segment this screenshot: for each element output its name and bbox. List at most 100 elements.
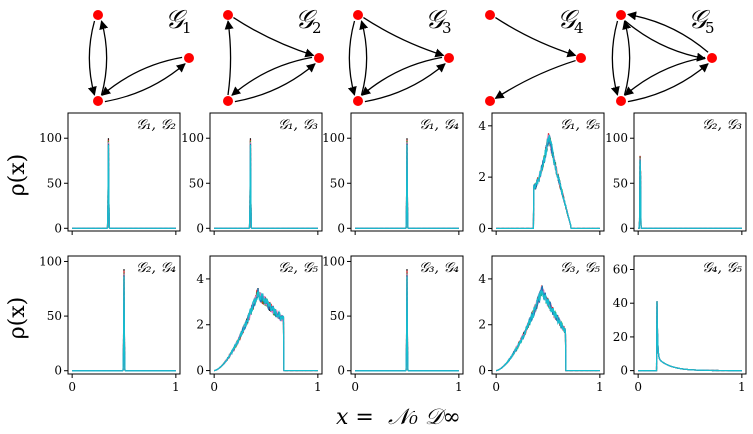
graph-label-subscript: 1 [182, 19, 192, 37]
plot-frame [633, 255, 747, 375]
panel-title: 𝒢₁, 𝒢₃ [278, 117, 318, 133]
plot-panel-7: 0 2 4 0 1 𝒢₂, 𝒢₅ [196, 255, 323, 394]
panel-title: 𝒢₁, 𝒢₄ [419, 117, 459, 133]
y-tick-label: 100 [605, 131, 628, 145]
plot-frame [209, 255, 323, 375]
graph-node [616, 10, 626, 20]
density-series-line [355, 276, 459, 372]
y-tick-label: 0 [337, 221, 345, 235]
graph-label-subscript: 5 [705, 19, 715, 37]
density-series-line [214, 139, 318, 229]
plot-frame [67, 255, 181, 375]
plot-panel-2: 0 50 100 𝒢₁, 𝒢₃ [181, 112, 323, 235]
x-tick-label: 1 [314, 380, 322, 394]
graph-label: 𝒢 [295, 5, 318, 35]
plot-panel-1: 0 50 100 𝒢₁, 𝒢₂ [39, 112, 181, 235]
plot-frame [350, 112, 464, 232]
plot-frame [633, 112, 747, 232]
graph-edge [104, 63, 186, 103]
density-series-line [496, 136, 600, 230]
graph-edge [627, 63, 709, 103]
density-series-line [214, 142, 318, 229]
y-axis-label-top: ρ(x) [5, 154, 30, 197]
y-tick-label: 50 [47, 176, 62, 190]
graph-node [353, 10, 363, 20]
x-tick-label: 0 [68, 380, 76, 394]
y-tick-label: 0 [196, 221, 204, 235]
density-series-line [496, 133, 600, 230]
graph-diagrams: 𝒢1 𝒢2 𝒢3 𝒢4 𝒢5 [87, 5, 717, 106]
y-tick-label: 2 [478, 318, 486, 332]
plot-panel-6: 0 50 100 0 1 𝒢₂, 𝒢₄ [39, 254, 181, 394]
graph-edge [364, 63, 446, 103]
graph-edge [87, 20, 97, 96]
density-series-line [638, 301, 742, 372]
plot-panel-4: 0 2 4 𝒢₁, 𝒢₅ [478, 112, 605, 235]
graph-edge [231, 56, 313, 96]
graph-edge [224, 20, 234, 96]
y-tick-label: 2 [196, 318, 204, 332]
density-series-line [496, 290, 600, 372]
y-tick-label: 50 [330, 176, 345, 190]
density-series-line [214, 140, 318, 229]
graph-node [576, 53, 586, 63]
density-series-line [214, 291, 318, 372]
graph-edge [494, 59, 576, 99]
graph-edge [624, 56, 706, 96]
graph-label-subscript: 3 [442, 19, 452, 37]
plot-panel-8: 0 50 100 0 1 𝒢₃, 𝒢₄ [322, 254, 464, 394]
x-tick-label: 0 [210, 380, 218, 394]
graph-label: 𝒢 [165, 5, 188, 35]
plot-frame [209, 112, 323, 232]
graph-edge [101, 56, 183, 96]
x-axis-label-symbol: 𝒩₀ 𝒟∞ [388, 405, 461, 430]
plot-panel-9: 0 2 4 0 1 𝒢₃, 𝒢₅ [478, 255, 605, 394]
y-tick-label: 100 [322, 254, 345, 268]
x-tick-label: 1 [172, 380, 180, 394]
graph-node [314, 53, 324, 63]
graph-node [707, 53, 717, 63]
graph-edge [347, 20, 357, 96]
graph-node [616, 96, 626, 106]
y-tick-label: 0 [620, 221, 628, 235]
graph-edge [495, 17, 577, 58]
plot-panel-3: 0 50 100 𝒢₁, 𝒢₄ [322, 112, 464, 235]
graph-edge [624, 20, 706, 62]
y-tick-label: 100 [181, 131, 204, 145]
x-axis-label-prefix: x = [336, 405, 374, 430]
y-tick-label: 50 [330, 309, 345, 323]
y-tick-label: 40 [613, 296, 628, 310]
density-series-line [72, 143, 176, 229]
panel-title: 𝒢₂, 𝒢₄ [136, 260, 176, 276]
panel-title: 𝒢₂, 𝒢₅ [278, 260, 318, 276]
graph-label: 𝒢 [425, 5, 448, 35]
y-tick-label: 4 [196, 272, 204, 286]
panel-title: 𝒢₁, 𝒢₅ [560, 117, 600, 133]
y-tick-label: 0 [620, 364, 628, 378]
x-tick-label: 0 [351, 380, 359, 394]
graph-label-subscript: 4 [574, 19, 584, 37]
plot-frame [491, 112, 605, 232]
density-series-line [355, 144, 459, 229]
graph-edge [610, 20, 620, 96]
x-tick-label: 0 [492, 380, 500, 394]
graph-node [184, 53, 194, 63]
graph-edge [363, 17, 445, 58]
graph-node [223, 96, 233, 106]
graph-edge [622, 20, 632, 96]
y-tick-label: 50 [47, 309, 62, 323]
panel-title: 𝒢₃, 𝒢₄ [419, 260, 459, 276]
y-tick-label: 100 [39, 131, 62, 145]
plot-frame [350, 255, 464, 375]
panel-title: 𝒢₁, 𝒢₂ [136, 117, 176, 133]
density-series-line [638, 301, 742, 372]
y-axis-label-bottom: ρ(x) [5, 297, 30, 340]
graph-edge [233, 17, 315, 58]
y-tick-label: 60 [613, 262, 628, 276]
y-tick-label: 0 [478, 364, 486, 378]
graph-node [93, 96, 103, 106]
graph-edge [627, 11, 709, 53]
density-series-line [638, 156, 742, 229]
y-tick-label: 2 [478, 170, 486, 184]
